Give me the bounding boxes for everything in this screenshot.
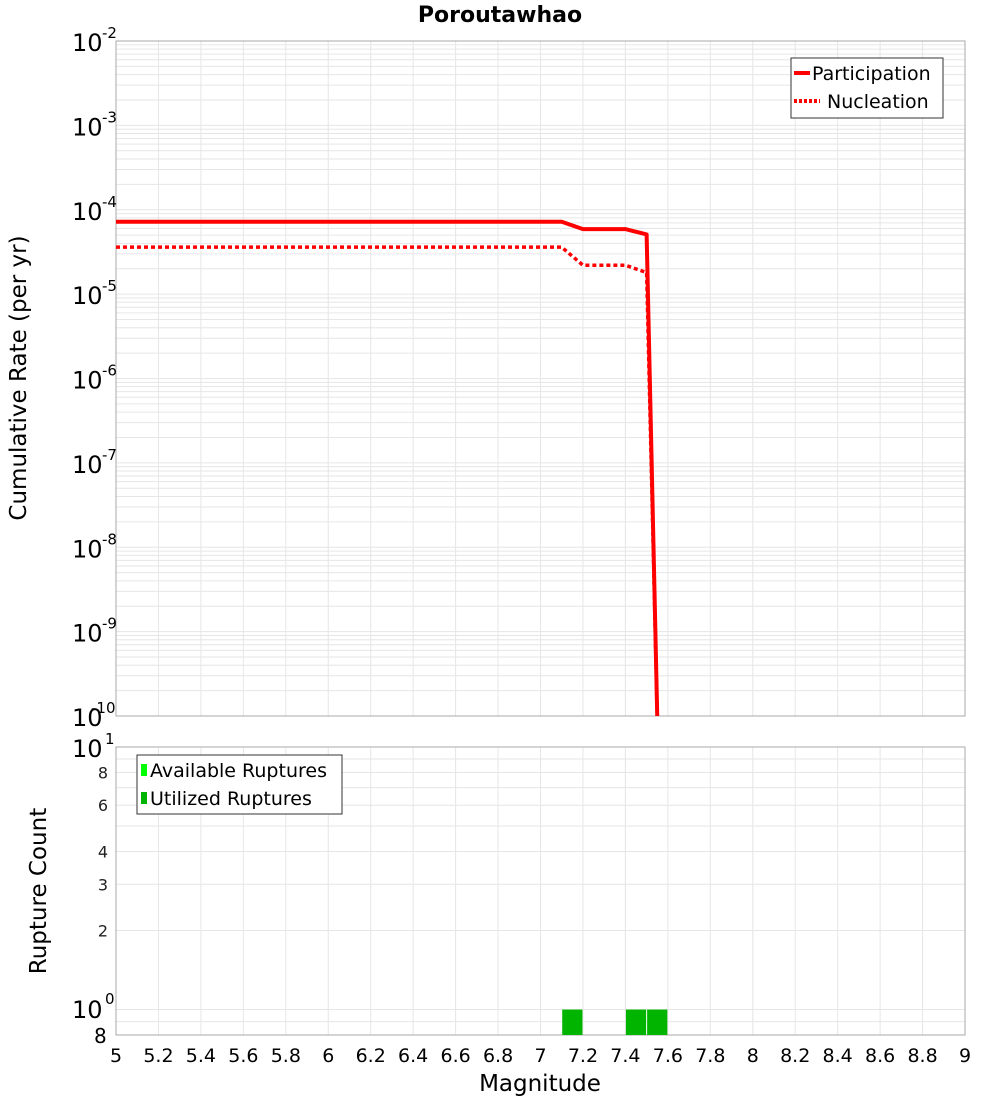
svg-text:8: 8	[94, 1024, 107, 1048]
svg-text:7.4: 7.4	[610, 1045, 640, 1067]
svg-text:-5: -5	[102, 277, 117, 295]
legend-nucleation: Nucleation	[827, 91, 929, 113]
svg-text:8.8: 8.8	[907, 1045, 937, 1067]
x-axis-ticks: 5 5.2 5.4 5.6 5.8 6 6.2 6.4 6.6 6.8 7 7.2 7.4 7.6 7.8 8…	[110, 1045, 971, 1067]
legend-utilized: Utilized Ruptures	[150, 788, 312, 810]
top-y-axis-ticks: 10-210-310-410-510-610-710-810 -910-10	[72, 24, 117, 732]
svg-text:8: 8	[747, 1045, 759, 1067]
svg-text:6: 6	[98, 796, 108, 815]
svg-text:-3: -3	[102, 108, 117, 126]
svg-text:6.6: 6.6	[440, 1045, 470, 1067]
svg-text:8.4: 8.4	[823, 1045, 853, 1067]
svg-text:5.6: 5.6	[228, 1045, 258, 1067]
rupture-bar	[625, 1009, 647, 1035]
svg-text:1: 1	[105, 730, 115, 748]
svg-text:5: 5	[110, 1045, 122, 1067]
svg-text:6.8: 6.8	[483, 1045, 513, 1067]
svg-text:10: 10	[72, 282, 103, 310]
legend-bottom: Available Ruptures Utilized Ruptures	[136, 754, 343, 815]
svg-text:10: 10	[72, 735, 103, 763]
svg-text:5.4: 5.4	[186, 1045, 216, 1067]
available-swatch	[141, 764, 147, 776]
svg-text:7: 7	[534, 1045, 546, 1067]
svg-text:-6: -6	[102, 362, 117, 380]
svg-text:10: 10	[72, 704, 103, 732]
svg-text:10: 10	[72, 451, 103, 479]
svg-text:10: 10	[72, 29, 103, 57]
y-axis-label-bottom: Rupture Count	[26, 808, 52, 974]
svg-text:10: 10	[72, 535, 103, 563]
svg-text:3: 3	[98, 875, 108, 894]
svg-text:-2: -2	[102, 24, 117, 42]
svg-text:-9: -9	[102, 615, 117, 633]
top-plot-grid	[115, 41, 966, 717]
legend-available: Available Ruptures	[150, 760, 327, 782]
svg-text:5.8: 5.8	[271, 1045, 301, 1067]
svg-text:10: 10	[72, 198, 103, 226]
svg-text:7.2: 7.2	[568, 1045, 598, 1067]
svg-text:-7: -7	[102, 446, 117, 464]
utilized-swatch	[141, 792, 147, 804]
svg-text:7.8: 7.8	[695, 1045, 725, 1067]
svg-text:6.2: 6.2	[356, 1045, 386, 1067]
svg-text:10: 10	[72, 620, 103, 648]
rupture-bar	[647, 1009, 668, 1035]
svg-text:8: 8	[98, 763, 108, 782]
svg-text:-4: -4	[102, 193, 117, 211]
svg-text:9: 9	[959, 1045, 971, 1067]
svg-text:8.6: 8.6	[865, 1045, 895, 1067]
legend-top: Participation Nucleation	[790, 57, 944, 119]
svg-text:6: 6	[322, 1045, 334, 1067]
svg-text:2: 2	[98, 922, 108, 941]
svg-text:10: 10	[72, 113, 103, 141]
nucleation-line	[116, 245, 659, 717]
chart-title: Poroutawhao	[418, 3, 582, 28]
svg-text:-10: -10	[91, 699, 116, 717]
y-axis-label-top: Cumulative Rate (per yr)	[6, 235, 32, 520]
svg-text:10: 10	[72, 367, 103, 395]
legend-participation: Participation	[812, 63, 931, 85]
svg-text:8.2: 8.2	[780, 1045, 810, 1067]
top-plot-frame	[115, 40, 966, 717]
svg-text:4: 4	[98, 842, 108, 861]
bottom-plot-frame	[115, 746, 966, 1036]
rupture-bars	[562, 1009, 668, 1035]
rate-lines	[116, 219, 964, 747]
svg-text:5.2: 5.2	[143, 1045, 173, 1067]
participation-line	[116, 219, 660, 717]
svg-text:10: 10	[72, 996, 103, 1024]
x-axis-label: Magnitude	[479, 1071, 601, 1097]
svg-text:6.4: 6.4	[398, 1045, 428, 1067]
svg-text:7.6: 7.6	[653, 1045, 683, 1067]
svg-text:-8: -8	[102, 530, 117, 548]
rupture-bar	[562, 1009, 583, 1035]
svg-text:0: 0	[105, 990, 115, 1008]
